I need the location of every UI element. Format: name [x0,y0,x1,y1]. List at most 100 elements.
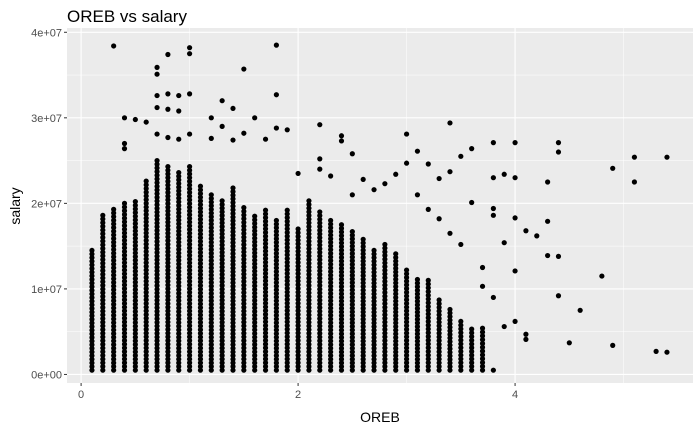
data-point [176,235,182,242]
data-point [360,334,366,341]
data-point [317,301,323,307]
data-point [382,330,388,336]
data-point [447,120,453,126]
data-point [230,232,236,238]
data-point [208,356,214,362]
data-point [371,345,377,351]
data-point [230,247,236,253]
x-tick-label: 2 [295,389,301,401]
data-point [273,287,279,293]
data-point [121,323,128,329]
data-point [295,363,301,370]
data-point [154,131,160,137]
data-point [176,301,182,307]
data-point [219,352,225,359]
data-point [382,241,388,248]
data-point [252,239,258,245]
data-point [132,330,138,337]
data-point [219,201,225,208]
data-point [252,115,258,121]
data-point [165,334,171,340]
data-point [132,213,138,219]
data-point [328,298,334,304]
data-point [328,360,334,366]
data-point [512,175,518,181]
data-point [197,224,204,230]
data-point [219,319,225,325]
data-point [111,279,117,286]
data-point [230,243,236,249]
data-point [230,265,236,271]
data-point [393,276,399,282]
data-point [111,287,117,293]
data-point [165,349,171,355]
data-point [143,189,149,195]
data-point [262,356,269,362]
data-point [273,356,279,362]
data-point [165,226,171,233]
data-point [176,206,182,212]
data-point [154,301,160,307]
data-point [143,211,149,218]
data-point [262,300,269,306]
data-point [197,220,204,226]
data-point [273,334,279,340]
data-point [252,338,258,344]
data-point [295,356,301,362]
data-point [262,211,269,217]
data-point [100,234,106,241]
data-point [273,290,279,297]
data-point [186,208,193,214]
data-point [100,330,106,336]
data-point [425,360,431,366]
data-point [230,221,236,228]
data-point [143,282,149,288]
data-point [154,363,160,370]
data-point [382,271,388,277]
data-point [306,205,312,211]
data-point [328,301,334,308]
data-point [371,331,377,337]
data-point [306,323,312,329]
data-point [143,297,149,303]
data-point [208,334,214,340]
data-point [154,92,160,99]
data-point [284,300,290,306]
data-point [121,260,128,266]
data-point [360,291,366,297]
data-point [143,326,149,332]
data-point [165,200,171,207]
data-point [165,363,171,370]
data-point [154,194,160,200]
data-point [295,315,301,321]
data-point [111,312,117,318]
data-point [328,312,334,319]
data-point [165,234,171,240]
data-point [295,322,301,329]
data-point [176,202,182,209]
data-point [262,241,269,247]
data-point [317,367,323,373]
data-point [382,260,388,266]
data-point [295,296,301,303]
data-point [165,91,171,97]
data-point [143,278,149,284]
data-point [197,235,204,241]
data-point [176,352,182,359]
data-point [403,337,410,344]
data-point [382,278,388,285]
data-point [89,262,95,268]
data-point [176,180,182,187]
data-point [262,207,269,213]
data-point [317,253,323,259]
data-point [165,319,171,325]
data-point [100,223,106,229]
data-point [338,309,345,315]
data-point [403,131,410,137]
data-point [100,301,106,307]
data-point [469,352,475,358]
data-point [338,342,345,348]
data-point [469,367,475,373]
data-point [176,287,182,293]
data-point [306,227,312,233]
